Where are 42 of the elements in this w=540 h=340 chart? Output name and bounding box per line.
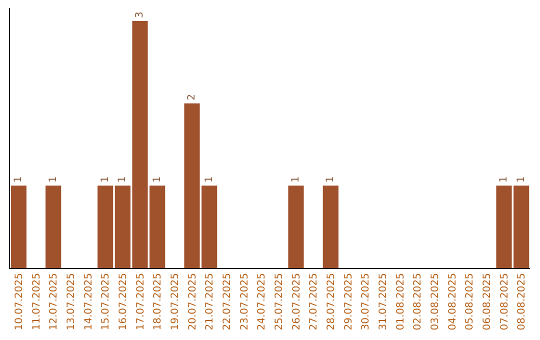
x-tick-label: 07.08.2025	[499, 273, 510, 330]
x-tick-label: 17.07.2025	[135, 273, 146, 330]
x-tick-label: 23.07.2025	[239, 273, 250, 330]
data-label: 1	[100, 176, 111, 183]
data-label: 1	[152, 176, 163, 183]
x-tick-label: 10.07.2025	[14, 273, 25, 330]
x-tick-label: 02.08.2025	[412, 273, 424, 330]
data-label: 1	[290, 176, 302, 183]
x-tick-label: 28.07.2025	[326, 273, 337, 330]
x-tick-label: 31.07.2025	[378, 273, 389, 330]
data-label: 1	[498, 176, 510, 183]
x-tick-label: 29.07.2025	[343, 273, 354, 330]
x-tick-label: 03.08.2025	[430, 273, 441, 330]
x-tick-label: 15.07.2025	[100, 273, 112, 330]
x-tick-label: 04.08.2025	[447, 273, 458, 330]
data-label: 1	[117, 176, 128, 183]
data-label: 1	[13, 176, 24, 183]
x-tick-label: 25.07.2025	[274, 273, 285, 330]
data-label: 3	[134, 12, 146, 18]
x-tick-label: 11.07.2025	[31, 273, 42, 330]
x-tick-label: 06.08.2025	[482, 273, 493, 330]
x-tick-label: 27.07.2025	[308, 273, 320, 330]
x-tick-label: 01.08.2025	[395, 273, 406, 330]
x-tick-label: 14.07.2025	[83, 273, 94, 330]
x-tick-label: 30.07.2025	[360, 273, 372, 330]
x-tick-label: 18.07.2025	[152, 273, 164, 330]
data-label: 1	[48, 176, 59, 183]
data-label: 1	[516, 176, 527, 183]
data-label: 1	[204, 176, 215, 183]
x-tick-label: 05.08.2025	[464, 273, 476, 330]
x-tick-label: 24.07.2025	[256, 273, 268, 330]
x-tick-label: 13.07.2025	[66, 273, 77, 330]
x-tick-label: 26.07.2025	[291, 273, 302, 330]
x-tick-label: 08.08.2025	[516, 273, 528, 330]
x-tick-label: 21.07.2025	[204, 273, 216, 330]
x-tick-label: 22.07.2025	[222, 273, 233, 330]
data-label: 1	[325, 176, 336, 183]
data-label: 2	[186, 94, 198, 100]
x-tick-label: 12.07.2025	[48, 273, 60, 330]
x-tick-label: 19.07.2025	[170, 273, 181, 330]
x-tick-label: 16.07.2025	[118, 273, 129, 330]
x-tick-label: 20.07.2025	[187, 273, 198, 330]
